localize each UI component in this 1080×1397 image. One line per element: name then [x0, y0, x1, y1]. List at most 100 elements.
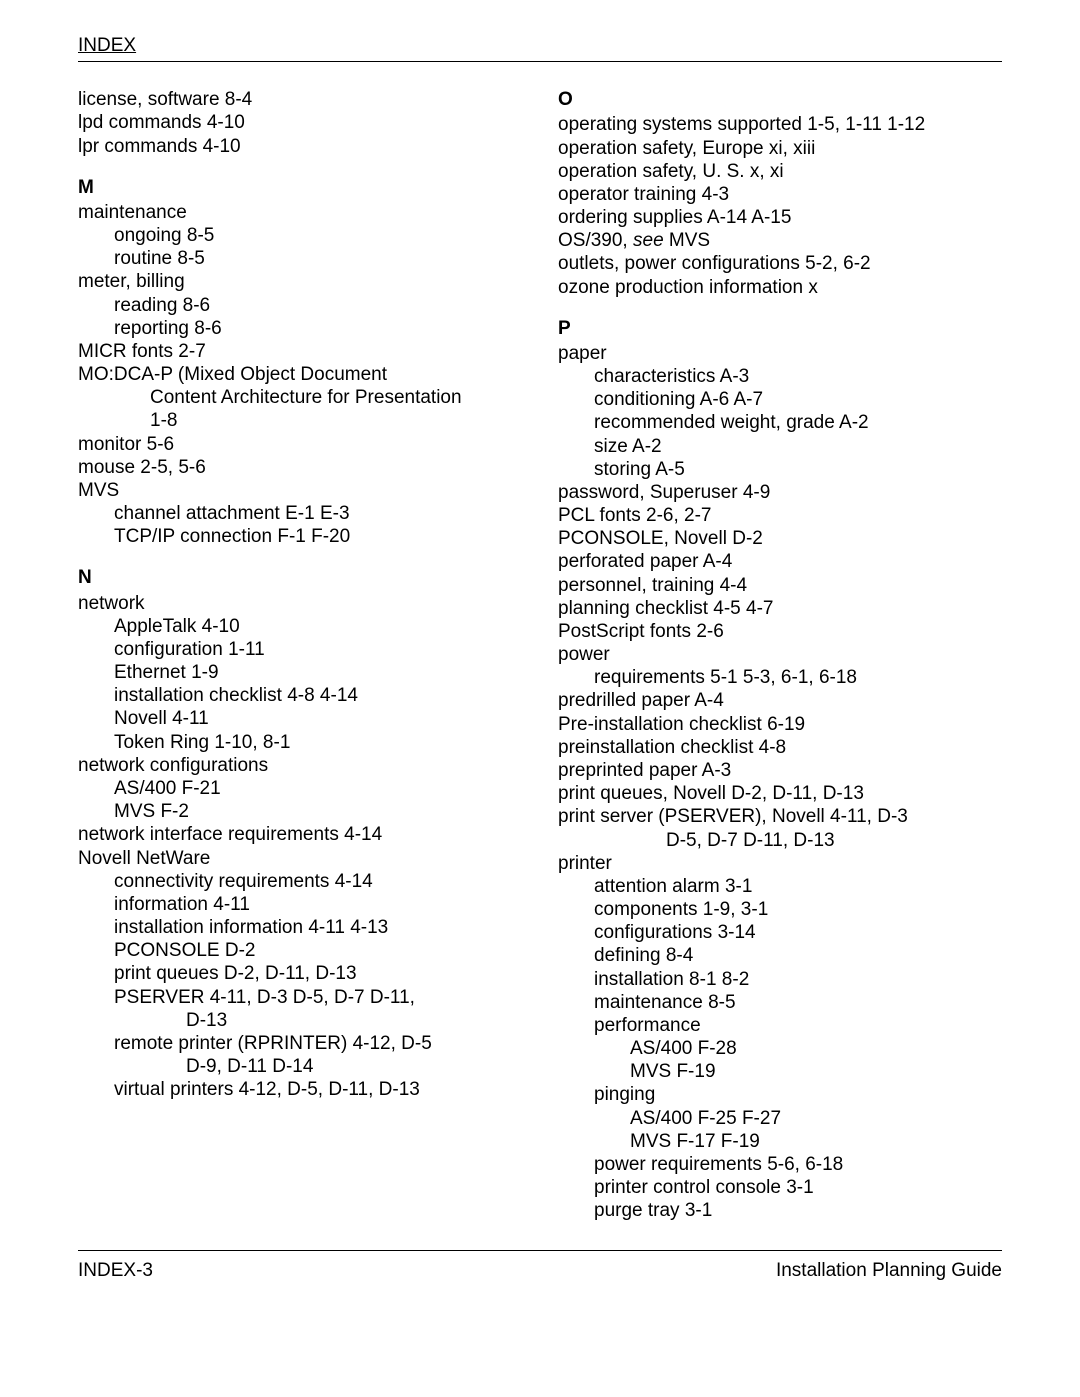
index-entry: size A-2 [594, 435, 1002, 458]
index-see-ref: see [633, 230, 664, 251]
index-entry-text: MVS [664, 230, 710, 251]
index-entry: power [558, 643, 1002, 666]
index-entry: PCONSOLE, Novell D-2 [558, 527, 1002, 550]
index-entry: operating systems supported 1-5, 1-11 1-… [558, 113, 1002, 136]
index-entry: configurations 3-14 [594, 921, 1002, 944]
index-entry: mouse 2-5, 5-6 [78, 456, 522, 479]
index-entry: lpd commands 4-10 [78, 111, 522, 134]
index-entry: D-13 [186, 1009, 522, 1032]
index-entry: network [78, 592, 522, 615]
index-entry: maintenance [78, 201, 522, 224]
index-entry: AppleTalk 4-10 [114, 615, 522, 638]
index-entry: predrilled paper A-4 [558, 689, 1002, 712]
index-entry: information 4-11 [114, 893, 522, 916]
index-section-letter: N [78, 566, 522, 589]
index-entry-text: OS/390, [558, 230, 633, 251]
index-entry: TCP/IP connection F-1 F-20 [114, 525, 522, 548]
footer-page-number: INDEX-3 [78, 1259, 153, 1282]
index-entry: Content Architecture for Presentation [150, 386, 522, 409]
index-entry: ozone production information x [558, 276, 1002, 299]
index-entry: routine 8-5 [114, 247, 522, 270]
index-entry: network configurations [78, 754, 522, 777]
index-entry: characteristics A-3 [594, 365, 1002, 388]
index-entry: meter, billing [78, 270, 522, 293]
index-entry: conditioning A-6 A-7 [594, 388, 1002, 411]
index-entry: 1-8 [150, 409, 522, 432]
index-entry: installation information 4-11 4-13 [114, 916, 522, 939]
index-entry: outlets, power configurations 5-2, 6-2 [558, 252, 1002, 275]
index-entry: configuration 1-11 [114, 638, 522, 661]
index-entry: MO:DCA-P (Mixed Object Document [78, 363, 522, 386]
index-entry: reading 8-6 [114, 294, 522, 317]
index-entry: operator training 4-3 [558, 183, 1002, 206]
index-entry: power requirements 5-6, 6-18 [594, 1153, 1002, 1176]
index-entry: preprinted paper A-3 [558, 759, 1002, 782]
index-entry: password, Superuser 4-9 [558, 481, 1002, 504]
index-entry: Novell NetWare [78, 847, 522, 870]
index-entry: preinstallation checklist 4-8 [558, 736, 1002, 759]
index-section-letter: O [558, 88, 1002, 111]
index-entry: D-5, D-7 D-11, D-13 [666, 829, 1002, 852]
index-columns: license, software 8-4lpd commands 4-10lp… [78, 88, 1002, 1222]
header-rule [78, 61, 1002, 62]
index-entry: maintenance 8-5 [594, 991, 1002, 1014]
index-entry: installation checklist 4-8 4-14 [114, 684, 522, 707]
index-section-letter: M [78, 176, 522, 199]
index-entry: print queues, Novell D-2, D-11, D-13 [558, 782, 1002, 805]
index-entry: perforated paper A-4 [558, 550, 1002, 573]
index-entry: channel attachment E-1 E-3 [114, 502, 522, 525]
index-entry: performance [594, 1014, 1002, 1037]
index-entry: ordering supplies A-14 A-15 [558, 206, 1002, 229]
index-entry: paper [558, 342, 1002, 365]
index-entry: printer control console 3-1 [594, 1176, 1002, 1199]
index-entry: pinging [594, 1083, 1002, 1106]
index-entry: connectivity requirements 4-14 [114, 870, 522, 893]
index-entry: network interface requirements 4-14 [78, 823, 522, 846]
index-entry: PostScript fonts 2-6 [558, 620, 1002, 643]
index-entry: installation 8-1 8-2 [594, 968, 1002, 991]
index-entry: print server (PSERVER), Novell 4-11, D-3 [558, 805, 1002, 828]
index-entry: MVS F-19 [630, 1060, 1002, 1083]
index-entry: recommended weight, grade A-2 [594, 411, 1002, 434]
index-entry: remote printer (RPRINTER) 4-12, D-5 [114, 1032, 522, 1055]
index-entry: print queues D-2, D-11, D-13 [114, 962, 522, 985]
footer-guide-title: Installation Planning Guide [776, 1259, 1002, 1282]
index-entry: monitor 5-6 [78, 433, 522, 456]
index-entry: Token Ring 1-10, 8-1 [114, 731, 522, 754]
index-entry: reporting 8-6 [114, 317, 522, 340]
index-entry: PSERVER 4-11, D-3 D-5, D-7 D-11, [114, 986, 522, 1009]
index-entry: attention alarm 3-1 [594, 875, 1002, 898]
index-entry: ongoing 8-5 [114, 224, 522, 247]
index-entry: license, software 8-4 [78, 88, 522, 111]
index-section-letter: P [558, 317, 1002, 340]
index-entry: defining 8-4 [594, 944, 1002, 967]
index-entry: AS/400 F-28 [630, 1037, 1002, 1060]
index-entry: operation safety, Europe xi, xiii [558, 137, 1002, 160]
index-entry: MVS [78, 479, 522, 502]
index-entry: components 1-9, 3-1 [594, 898, 1002, 921]
index-entry: PCONSOLE D-2 [114, 939, 522, 962]
index-entry: lpr commands 4-10 [78, 135, 522, 158]
index-entry: OS/390, see MVS [558, 229, 1002, 252]
index-entry: MVS F-2 [114, 800, 522, 823]
index-entry: purge tray 3-1 [594, 1199, 1002, 1222]
index-entry: AS/400 F-25 F-27 [630, 1107, 1002, 1130]
index-entry: PCL fonts 2-6, 2-7 [558, 504, 1002, 527]
index-entry: MVS F-17 F-19 [630, 1130, 1002, 1153]
index-entry: storing A-5 [594, 458, 1002, 481]
index-entry: virtual printers 4-12, D-5, D-11, D-13 [114, 1078, 522, 1101]
index-entry: requirements 5-1 5-3, 6-1, 6-18 [594, 666, 1002, 689]
index-entry: MICR fonts 2-7 [78, 340, 522, 363]
index-entry: D-9, D-11 D-14 [186, 1055, 522, 1078]
index-entry: Novell 4-11 [114, 707, 522, 730]
index-entry: Pre-installation checklist 6-19 [558, 713, 1002, 736]
index-entry: personnel, training 4-4 [558, 574, 1002, 597]
index-entry: printer [558, 852, 1002, 875]
header-title: INDEX [78, 34, 1002, 57]
index-entry: operation safety, U. S. x, xi [558, 160, 1002, 183]
index-entry: AS/400 F-21 [114, 777, 522, 800]
index-entry: planning checklist 4-5 4-7 [558, 597, 1002, 620]
footer: INDEX-3 Installation Planning Guide [78, 1259, 1002, 1282]
index-column-left: license, software 8-4lpd commands 4-10lp… [78, 88, 522, 1222]
footer-rule [78, 1250, 1002, 1251]
